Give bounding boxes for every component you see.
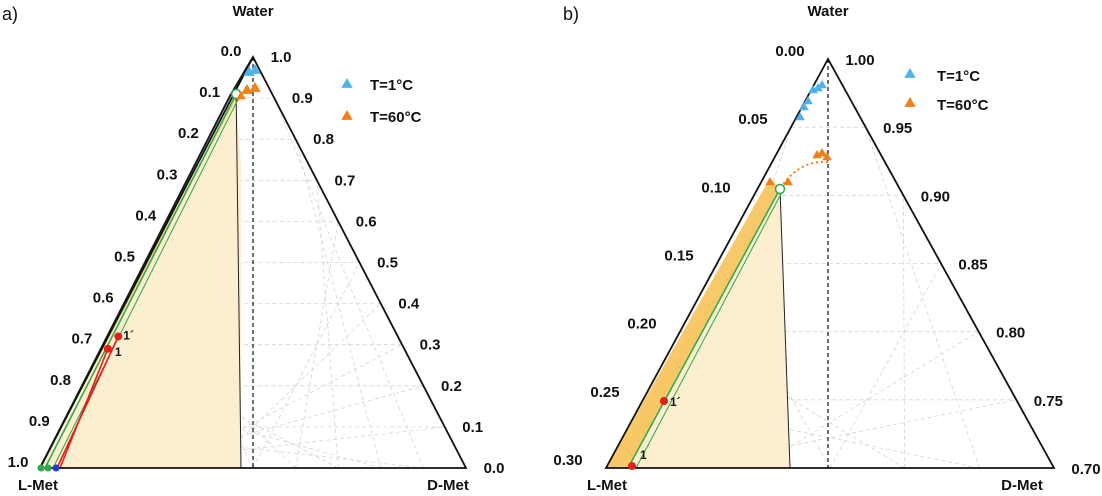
right-tick-label: 0.1 — [462, 419, 483, 436]
data-marker-1C — [808, 85, 818, 94]
left-tick-label: 0.25 — [590, 384, 619, 401]
data-marker-1C — [799, 102, 809, 111]
right-tick-label: 0.2 — [441, 378, 462, 395]
corner-label-lmet: L-Met — [18, 477, 58, 494]
data-marker-60C — [817, 148, 827, 157]
data-marker-60C — [241, 84, 253, 94]
right-tick-label: 0.85 — [958, 257, 987, 274]
left-tick-label: 0.9 — [29, 413, 50, 430]
left-tick-label: 0.6 — [93, 290, 114, 307]
legend-marker-1C — [341, 78, 353, 88]
point-label: 1 — [115, 345, 122, 359]
tie-line — [779, 188, 791, 469]
data-marker-60C — [812, 150, 822, 159]
left-tick-label: 0.5 — [114, 249, 135, 266]
right-tick-label: 1.00 — [845, 52, 874, 69]
right-tick-label: 0.6 — [356, 213, 377, 230]
data-marker-60C — [249, 82, 261, 92]
grid-line — [865, 127, 980, 469]
corner-label-dmet: D-Met — [1001, 477, 1043, 494]
right-tick-label: 0.80 — [996, 325, 1025, 342]
tie-line-green — [627, 188, 781, 469]
grid-line — [210, 303, 382, 469]
left-tick-label: 0.30 — [553, 452, 582, 469]
data-marker-1C — [813, 83, 823, 92]
triangle-frame — [38, 55, 468, 469]
right-tick-label: 0.0 — [484, 460, 505, 477]
triangle-frame — [604, 57, 1056, 469]
data-marker-60C — [765, 177, 775, 186]
left-tick-label: 1.0 — [8, 454, 29, 471]
grid-line — [829, 263, 942, 469]
left-tick-label: 0.05 — [738, 111, 767, 128]
corner-label-water: Water — [807, 3, 848, 20]
left-tick-label: 0.4 — [135, 207, 157, 224]
legend-label: T=1°C — [370, 77, 413, 94]
data-marker-60C — [236, 91, 246, 100]
right-tick-label: 0.95 — [883, 120, 912, 137]
point-1 — [628, 462, 636, 470]
corner-label-lmet: L-Met — [587, 477, 627, 494]
eutectic-point — [774, 183, 786, 195]
tie-line-red — [56, 336, 120, 469]
legend-label: T=60°C — [370, 109, 422, 126]
left-tick-label: 0.0 — [221, 43, 242, 60]
left-tick-label: 0.7 — [71, 331, 92, 348]
data-marker-1C — [803, 96, 813, 105]
right-tick-label: 0.9 — [292, 90, 313, 107]
corner-dot — [37, 464, 45, 472]
tie-line-green — [635, 191, 783, 469]
legend-marker-60C — [341, 110, 353, 120]
corner-dot — [52, 464, 60, 472]
left-tick-label: 0.00 — [775, 43, 804, 60]
right-tick-label: 1.0 — [271, 49, 292, 66]
left-tick-label: 0.2 — [178, 125, 199, 142]
left-tick-label: 0.15 — [664, 248, 693, 265]
right-tick-label: 0.8 — [313, 131, 334, 148]
grid-line — [273, 97, 424, 469]
panel-label: b) — [563, 4, 579, 24]
grid-line — [316, 180, 339, 469]
grid-line — [642, 399, 980, 469]
legend-label: T=1°C — [937, 68, 980, 85]
right-tick-label: 0.5 — [377, 255, 398, 272]
two-phase-region — [606, 178, 780, 468]
right-tick-label: 0.3 — [420, 337, 441, 354]
right-tick-label: 0.70 — [1071, 461, 1100, 478]
data-marker-1C — [249, 64, 261, 74]
data-marker-60C — [822, 152, 832, 161]
legend-label: T=60°C — [937, 97, 989, 114]
right-tick-label: 0.90 — [921, 188, 950, 205]
tie-line — [235, 93, 242, 469]
point-label: 1´ — [670, 395, 681, 409]
point-1-prime — [660, 397, 668, 405]
data-marker-1C — [795, 112, 805, 121]
panel-label: a) — [2, 4, 18, 24]
left-tick-label: 0.3 — [157, 166, 178, 183]
left-tick-label: 0.1 — [199, 84, 220, 101]
point-label: 1´ — [123, 328, 134, 342]
right-tick-label: 0.4 — [398, 296, 420, 313]
left-tick-label: 0.20 — [627, 316, 656, 333]
legend-marker-1C — [904, 68, 916, 78]
right-tick-label: 0.7 — [334, 172, 355, 189]
grid-line — [252, 262, 360, 469]
tie-line-green — [44, 93, 237, 469]
solubility-curve-60C — [781, 160, 829, 187]
corner-label-water: Water — [232, 3, 273, 20]
data-marker-60C — [783, 177, 793, 186]
point-1 — [103, 344, 112, 353]
point-1-prime — [114, 332, 123, 341]
right-tick-label: 0.75 — [1034, 393, 1063, 410]
corner-label-dmet: D-Met — [427, 477, 469, 494]
left-tick-label: 0.8 — [50, 372, 71, 389]
grid-line — [295, 139, 382, 469]
corner-dot — [44, 464, 52, 472]
tie-line-red — [59, 348, 109, 469]
legend-marker-60C — [904, 97, 916, 107]
point-label: 1 — [640, 448, 647, 462]
left-tick-label: 0.10 — [701, 179, 730, 196]
